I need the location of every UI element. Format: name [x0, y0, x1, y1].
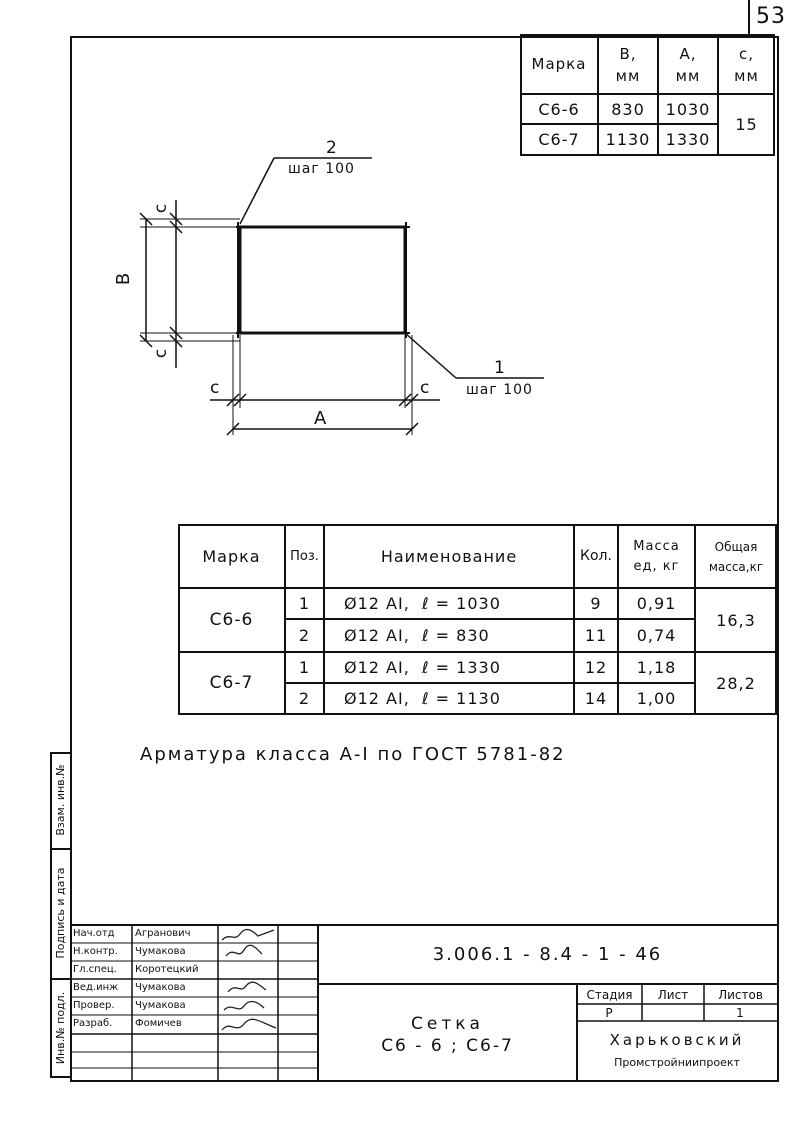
spec-g1-r2-mass: 0,74	[636, 626, 677, 645]
spec-group1-total: 16,3	[716, 610, 756, 630]
spec-g1-r1-name: Ø12 AI, ℓ = 1030	[344, 594, 501, 613]
dim-label-c-right: c	[420, 378, 431, 398]
spec-g2-r2-name: Ø12 AI, ℓ = 1130	[344, 689, 501, 708]
mesh-drawing	[139, 157, 544, 436]
spec-g2-r2-qty: 14	[584, 689, 608, 708]
tb-name-1: Агранович	[135, 928, 191, 939]
pos1-number: 1	[494, 358, 506, 378]
drawing-frame	[70, 36, 779, 1082]
spec-g1-r1-qty: 9	[590, 594, 602, 613]
side-label-inv-vzam: Взам. инв.№	[53, 764, 67, 836]
pos1-step: шаг 100	[466, 382, 533, 398]
title-block-grid	[70, 924, 777, 1080]
tb-role-1: Нач.отд	[73, 928, 115, 939]
dim-label-c-top: c	[151, 202, 172, 214]
spec-g2-r2-mass: 1,00	[636, 689, 677, 708]
dims-row1-a: 1030	[665, 99, 711, 119]
tb-role-2: Н.контр.	[73, 946, 118, 957]
pos2-leader	[239, 157, 275, 225]
spec-g2-r1-pos: 1	[298, 658, 311, 677]
dims-row1-b: 830	[611, 99, 645, 119]
side-stamp	[50, 752, 70, 1078]
spec-g2-r1-qty: 12	[584, 658, 608, 677]
spec-group2-mark: С6-7	[209, 673, 254, 693]
spec-table-grid	[178, 524, 777, 715]
side-stamp-divider-2	[50, 978, 70, 980]
sheet-label: Лист	[657, 987, 689, 1002]
spec-g2-r2-pos: 2	[298, 689, 311, 708]
pos2-step: шаг 100	[288, 161, 355, 177]
pos1-leader	[404, 332, 457, 379]
dims-table-grid	[520, 34, 775, 156]
dims-header-c: c, мм	[734, 45, 759, 85]
tb-name-3: Коротецкий	[135, 964, 199, 975]
spec-header-name: Наименование	[380, 546, 518, 566]
dims-header-mark: Марка	[531, 55, 587, 73]
spec-g2-r1-name: Ø12 AI, ℓ = 1330	[344, 658, 501, 677]
pos2-number: 2	[326, 138, 338, 158]
spec-g1-r1-mass: 0,91	[636, 594, 677, 613]
signature-1	[221, 928, 275, 941]
dims-table: Марка B, мм A, мм c, мм С6-6 830 1030 С6…	[520, 34, 775, 156]
dims-c-value: 15	[735, 114, 758, 134]
rebar-class-note: Арматура класса А-I по ГОСТ 5781-82	[140, 744, 566, 765]
spec-header-pos: Поз.	[290, 548, 319, 564]
dims-row2-b: 1130	[605, 129, 651, 149]
sheets-label: Листов	[718, 987, 763, 1002]
drawing-title-line2: С6 - 6 ; С6-7	[381, 1036, 514, 1056]
spec-header-qty: Кол.	[580, 548, 612, 564]
spec-g1-r2-pos: 2	[298, 626, 311, 645]
page-number-divider	[748, 0, 750, 34]
spec-header-mass: Масса ед, кг	[633, 539, 680, 574]
org-line1: Харьковский	[609, 1031, 745, 1049]
spec-group1-mark: С6-6	[209, 610, 254, 630]
spec-header-total: Общая масса,кг	[708, 540, 764, 574]
tb-role-6: Разраб.	[73, 1018, 113, 1029]
stage-value: Р	[605, 1005, 614, 1020]
dim-label-b: B	[113, 271, 135, 286]
stage-label: Стадия	[586, 987, 633, 1002]
spec-g1-r2-name: Ø12 AI, ℓ = 830	[344, 626, 490, 645]
signature-5	[223, 1000, 265, 1011]
signature-2	[225, 944, 263, 957]
page-number: 53	[756, 4, 786, 29]
tb-role-3: Гл.спец.	[73, 964, 117, 975]
side-label-sign-date: Подпись и дата	[53, 867, 67, 959]
sheets-value: 1	[736, 1005, 745, 1020]
tb-name-2: Чумакова	[135, 946, 186, 957]
dims-header-a: A, мм	[675, 45, 701, 85]
signature-6	[221, 1018, 277, 1031]
dim-label-c-bottom: c	[151, 347, 172, 359]
tb-name-6: Фомичев	[135, 1018, 182, 1029]
dims-row2-mark: С6-7	[538, 129, 580, 149]
side-label-inv-orig: Инв.№ подл.	[53, 991, 67, 1065]
org-line2: Промстройниипроект	[614, 1055, 740, 1069]
dim-label-c-left: c	[210, 378, 221, 398]
tb-name-4: Чумакова	[135, 982, 186, 993]
signatures	[221, 928, 277, 1031]
spec-g1-r2-qty: 11	[584, 626, 608, 645]
spec-table: Марка Поз. Наименование Кол. Масса ед, к…	[178, 524, 778, 715]
tb-role-5: Провер.	[73, 1000, 115, 1011]
dims-header-b: B, мм	[615, 45, 641, 85]
drawing-title-line1: Сетка	[411, 1014, 484, 1034]
doc-code: 3.006.1 - 8.4 - 1 - 46	[432, 943, 663, 965]
side-stamp-divider-1	[50, 848, 70, 850]
mesh-outline	[238, 225, 407, 335]
dims-row1-mark: С6-6	[538, 99, 580, 119]
dim-label-a: A	[314, 408, 328, 429]
tb-role-4: Вед.инж	[73, 982, 119, 993]
signature-4	[227, 981, 267, 993]
spec-g1-r1-pos: 1	[298, 594, 311, 613]
spec-group2-total: 28,2	[716, 673, 756, 693]
spec-header-mark: Марка	[202, 546, 261, 566]
spec-g2-r1-mass: 1,18	[636, 658, 677, 677]
tb-name-5: Чумакова	[135, 1000, 186, 1011]
dims-row2-a: 1330	[665, 129, 711, 149]
